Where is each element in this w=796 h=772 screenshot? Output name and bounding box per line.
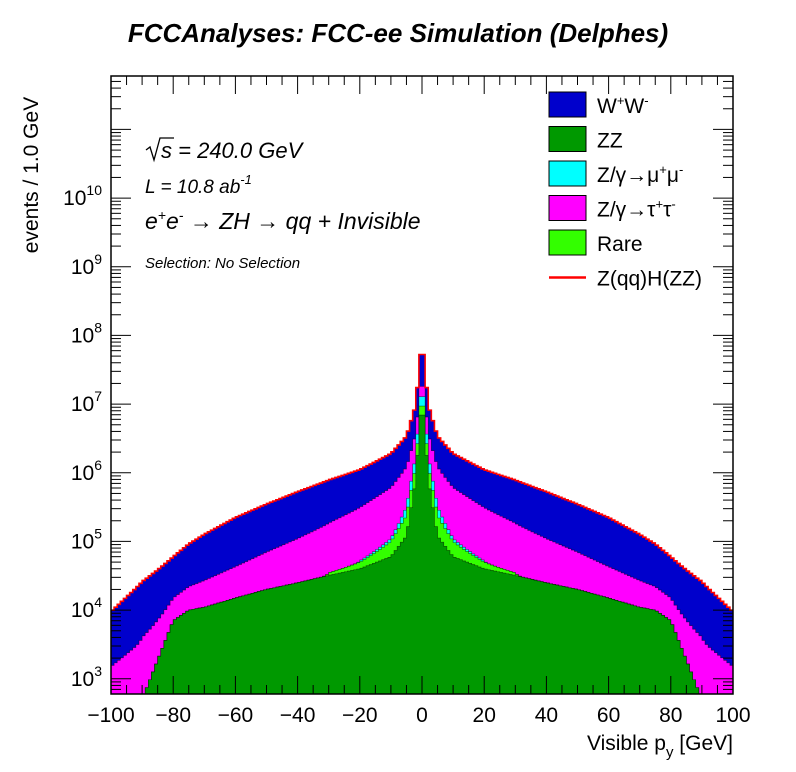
y-tick-label: 103 — [71, 663, 102, 691]
y-tick-label: 104 — [71, 594, 102, 622]
x-axis-ticks: −100 −80 −60 −40 −20 0 20 40 60 80 100 — [87, 76, 751, 727]
y-tick-label: 109 — [71, 251, 102, 279]
y-tick-label: 105 — [71, 525, 102, 553]
x-tick-label: −80 — [155, 704, 191, 727]
y-tick-label: 1010 — [63, 182, 102, 210]
x-tick-label: 80 — [659, 704, 682, 727]
legend-swatch-w-w- — [548, 91, 587, 118]
sqrt-s-annotation: s = 240.0 GeV — [161, 138, 305, 163]
legend-label-z-: Z/γ→τ+τ- — [597, 197, 676, 222]
legend: W+W- ZZ Z/γ→μ+μ- Z/γ→τ+τ- Rare Z(qq)H(ZZ) — [548, 91, 702, 291]
legend-label-z-: Z/γ→μ+μ- — [597, 162, 683, 187]
x-tick-label: 100 — [715, 704, 750, 727]
legend-swatch-rare — [548, 229, 587, 256]
signal-line-zqq-hzz — [111, 353, 733, 611]
chart-title: FCCAnalyses: FCC-ee Simulation (Delphes) — [127, 18, 669, 48]
x-tick-label: 60 — [597, 704, 620, 727]
x-tick-label: 20 — [473, 704, 496, 727]
legend-swatch-zz — [548, 126, 587, 152]
luminosity-annotation: L = 10.8 ab-1 — [145, 172, 252, 198]
x-axis-label: Visible py [GeV] — [587, 732, 733, 761]
sqrt-symbol — [145, 137, 174, 163]
y-tick-label: 107 — [71, 388, 102, 416]
process-annotation: e+e- → ZH → qq + Invisible — [145, 207, 421, 234]
legend-label-zz: ZZ — [597, 130, 623, 153]
legend-label-z-qq-h-zz-: Z(qq)H(ZZ) — [597, 268, 702, 291]
y-tick-label: 106 — [71, 457, 102, 485]
legend-swatch-z- — [548, 195, 587, 221]
x-tick-label: 0 — [416, 704, 428, 727]
stack-zz — [111, 414, 733, 694]
x-tick-label: −100 — [87, 704, 134, 727]
annotations: s = 240.0 GeV L = 10.8 ab-1 e+e- → ZH → qq… — [145, 137, 421, 272]
histogram-stacks — [111, 353, 733, 694]
y-tick-label: 108 — [71, 319, 102, 347]
x-tick-label: −20 — [342, 704, 378, 727]
selection-annotation: Selection: No Selection — [145, 255, 300, 272]
x-tick-label: −60 — [218, 704, 254, 727]
x-tick-label: −40 — [280, 704, 316, 727]
legend-swatch-z- — [548, 160, 587, 187]
x-tick-label: 40 — [535, 704, 558, 727]
y-axis-ticks: 103 104 105 106 107 108 109 1010 — [63, 75, 733, 695]
legend-label-rare: Rare — [597, 233, 643, 256]
legend-label-w-w-: W+W- — [597, 93, 649, 118]
